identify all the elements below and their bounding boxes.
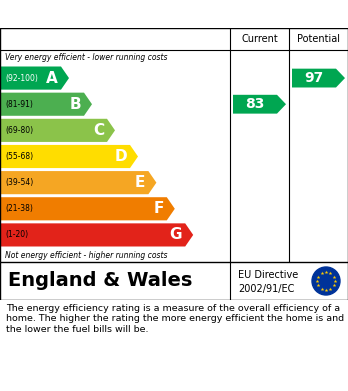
- Text: (81-91): (81-91): [5, 100, 33, 109]
- Polygon shape: [0, 223, 193, 246]
- Text: A: A: [46, 70, 58, 86]
- Text: (69-80): (69-80): [5, 126, 33, 135]
- Circle shape: [312, 267, 340, 295]
- Text: C: C: [93, 123, 104, 138]
- Polygon shape: [0, 119, 115, 142]
- Text: Energy Efficiency Rating: Energy Efficiency Rating: [10, 7, 220, 22]
- Polygon shape: [0, 171, 156, 194]
- Polygon shape: [0, 66, 69, 90]
- Text: F: F: [153, 201, 164, 216]
- Text: 83: 83: [245, 97, 265, 111]
- Polygon shape: [0, 93, 92, 116]
- Text: Not energy efficient - higher running costs: Not energy efficient - higher running co…: [5, 251, 167, 260]
- Text: (92-100): (92-100): [5, 74, 38, 83]
- Text: D: D: [114, 149, 127, 164]
- Text: The energy efficiency rating is a measure of the overall efficiency of a home. T: The energy efficiency rating is a measur…: [6, 304, 344, 334]
- Polygon shape: [292, 69, 345, 88]
- Text: G: G: [170, 228, 182, 242]
- Text: B: B: [69, 97, 81, 112]
- Polygon shape: [233, 95, 286, 114]
- Text: 97: 97: [304, 71, 324, 85]
- Polygon shape: [0, 145, 138, 168]
- Text: Very energy efficient - lower running costs: Very energy efficient - lower running co…: [5, 53, 167, 62]
- Text: England & Wales: England & Wales: [8, 271, 192, 291]
- Text: (1-20): (1-20): [5, 230, 28, 239]
- Text: E: E: [135, 175, 145, 190]
- Text: Potential: Potential: [297, 34, 340, 44]
- Text: (55-68): (55-68): [5, 152, 33, 161]
- Text: (39-54): (39-54): [5, 178, 33, 187]
- Text: Current: Current: [241, 34, 278, 44]
- Text: (21-38): (21-38): [5, 204, 33, 213]
- Text: 2002/91/EC: 2002/91/EC: [238, 283, 294, 294]
- Polygon shape: [0, 197, 175, 221]
- Text: EU Directive: EU Directive: [238, 269, 298, 280]
